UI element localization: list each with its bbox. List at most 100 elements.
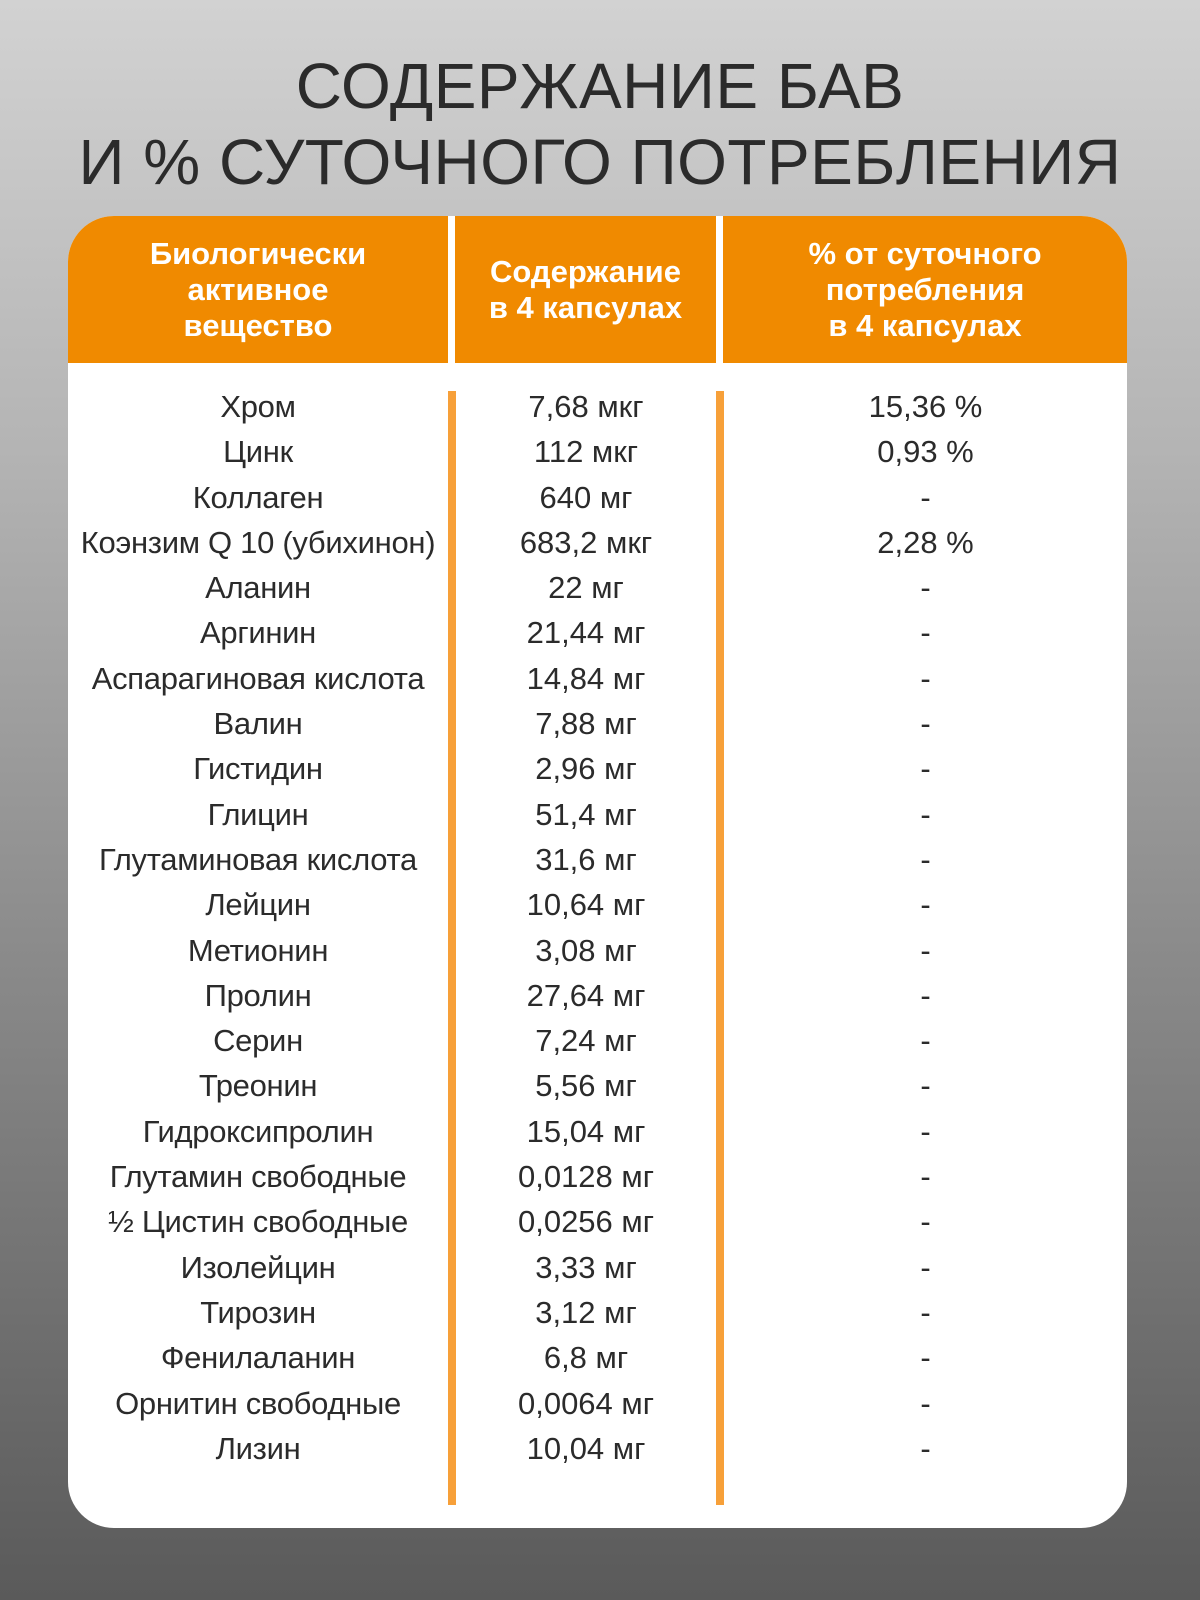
cell-substance: Треонин bbox=[198, 1068, 318, 1104]
table-row: Глутаминовая кислота 31,6 мг - bbox=[68, 837, 1127, 882]
cell-content: 112 мкг bbox=[533, 434, 639, 470]
cell-substance: Аланин bbox=[205, 570, 311, 606]
cell-content: 21,44 мг bbox=[526, 615, 646, 651]
table-row: Гидроксипролин 15,04 мг - bbox=[68, 1109, 1127, 1154]
cell-daily-percent: - bbox=[920, 1023, 931, 1059]
cell-substance: Лейцин bbox=[205, 887, 311, 923]
cell-substance: Пролин bbox=[204, 977, 312, 1013]
table-row: Глутамин свободные 0,0128 мг - bbox=[68, 1154, 1127, 1199]
cell-content: 51,4 мг bbox=[535, 796, 637, 832]
cell-substance: Серин bbox=[213, 1023, 303, 1059]
table-row: Аланин 22 мг - bbox=[68, 565, 1127, 610]
table-row: Изолейцин 3,33 мг - bbox=[68, 1245, 1127, 1290]
cell-substance: Цинк bbox=[223, 434, 293, 470]
cell-content: 10,64 мг bbox=[526, 887, 646, 923]
cell-daily-percent: - bbox=[920, 479, 931, 515]
cell-daily-percent: - bbox=[920, 977, 931, 1013]
cell-daily-percent: - bbox=[920, 841, 931, 877]
cell-daily-percent: - bbox=[920, 796, 931, 832]
cell-daily-percent: - bbox=[920, 1340, 931, 1376]
cell-substance: Коэнзим Q 10 (убихинон) bbox=[80, 524, 436, 560]
cell-content: 3,12 мг bbox=[535, 1294, 637, 1330]
column-divider-1 bbox=[448, 391, 456, 1505]
cell-content: 2,96 мг bbox=[535, 751, 637, 787]
table-row: Метионин 3,08 мг - bbox=[68, 928, 1127, 973]
table-row: Глицин 51,4 мг - bbox=[68, 792, 1127, 837]
cell-content: 27,64 мг bbox=[526, 977, 646, 1013]
cell-daily-percent: - bbox=[920, 1430, 931, 1466]
nutrient-table-card: Биологически активное вещество Содержани… bbox=[68, 216, 1127, 1528]
cell-substance: Гистидин bbox=[193, 751, 323, 787]
table-row: Аспарагиновая кислота 14,84 мг - bbox=[68, 656, 1127, 701]
cell-content: 10,04 мг bbox=[526, 1430, 646, 1466]
cell-daily-percent: - bbox=[920, 1249, 931, 1285]
cell-daily-percent: 0,93 % bbox=[877, 434, 974, 470]
table-row: Цинк 112 мкг 0,93 % bbox=[68, 429, 1127, 474]
table-row: Серин 7,24 мг - bbox=[68, 1018, 1127, 1063]
table-row: Хром 7,68 мкг 15,36 % bbox=[68, 384, 1127, 429]
cell-content: 0,0128 мг bbox=[517, 1159, 655, 1195]
cell-content: 6,8 мг bbox=[543, 1340, 629, 1376]
cell-daily-percent: - bbox=[920, 660, 931, 696]
cell-daily-percent: 15,36 % bbox=[868, 389, 983, 424]
cell-substance: Лизин bbox=[215, 1430, 301, 1466]
header-label-content: Содержание в 4 капсулах bbox=[488, 253, 683, 325]
cell-content: 5,56 мг bbox=[535, 1068, 637, 1104]
cell-daily-percent: - bbox=[920, 1204, 931, 1240]
cell-substance: Глицин bbox=[207, 796, 309, 832]
header-label-daily-percent: % от суточного потребления в 4 капсулах bbox=[808, 235, 1042, 343]
table-row: Гистидин 2,96 мг - bbox=[68, 746, 1127, 791]
cell-daily-percent: 2,28 % bbox=[877, 524, 974, 560]
table-row: Коэнзим Q 10 (убихинон) 683,2 мкг 2,28 % bbox=[68, 520, 1127, 565]
cell-substance: Глутамин свободные bbox=[109, 1159, 407, 1195]
cell-content: 31,6 мг bbox=[535, 841, 637, 877]
table-row: Орнитин свободные 0,0064 мг - bbox=[68, 1381, 1127, 1426]
table-row: Валин 7,88 мг - bbox=[68, 701, 1127, 746]
cell-substance: Аргинин bbox=[200, 615, 316, 651]
cell-daily-percent: - bbox=[920, 1068, 931, 1104]
cell-daily-percent: - bbox=[920, 887, 931, 923]
cell-daily-percent: - bbox=[920, 751, 931, 787]
column-divider-2 bbox=[716, 391, 724, 1505]
title-line-1: СОДЕРЖАНИЕ БАВ bbox=[295, 50, 905, 122]
cell-substance: Хром bbox=[220, 389, 296, 424]
cell-content: 7,68 мкг bbox=[528, 389, 644, 424]
cell-substance: Аспарагиновая кислота bbox=[91, 660, 425, 696]
cell-daily-percent: - bbox=[920, 1113, 931, 1149]
page-title: СОДЕРЖАНИЕ БАВ И % СУТОЧНОГО ПОТРЕБЛЕНИЯ bbox=[0, 48, 1200, 200]
cell-content: 22 мг bbox=[548, 570, 624, 606]
cell-substance: Фенилаланин bbox=[160, 1340, 356, 1376]
cell-daily-percent: - bbox=[920, 932, 931, 968]
table-row: Треонин 5,56 мг - bbox=[68, 1063, 1127, 1108]
header-cell-substance: Биологически активное вещество bbox=[68, 216, 448, 363]
cell-daily-percent: - bbox=[920, 615, 931, 651]
cell-daily-percent: - bbox=[920, 1159, 931, 1195]
title-line-2: И % СУТОЧНОГО ПОТРЕБЛЕНИЯ bbox=[78, 126, 1122, 198]
header-cell-content: Содержание в 4 капсулах bbox=[455, 216, 716, 363]
table-header: Биологически активное вещество Содержани… bbox=[68, 216, 1127, 363]
table-row: ½ Цистин свободные 0,0256 мг - bbox=[68, 1199, 1127, 1244]
header-label-substance: Биологически активное вещество bbox=[149, 235, 367, 343]
cell-substance: Метионин bbox=[187, 932, 329, 968]
table-row: Тирозин 3,12 мг - bbox=[68, 1290, 1127, 1335]
table-row: Пролин 27,64 мг - bbox=[68, 973, 1127, 1018]
cell-substance: Коллаген bbox=[192, 479, 324, 515]
cell-substance: Орнитин свободные bbox=[115, 1385, 401, 1421]
cell-substance: Валин bbox=[213, 706, 303, 742]
table-body: Хром 7,68 мкг 15,36 % Цинк 112 мкг 0,93 % Колл… bbox=[68, 384, 1127, 1471]
cell-daily-percent: - bbox=[920, 706, 931, 742]
cell-substance: Глутаминовая кислота bbox=[99, 841, 417, 877]
cell-content: 640 мг bbox=[539, 479, 633, 515]
table-row: Коллаген 640 мг - bbox=[68, 475, 1127, 520]
cell-content: 0,0064 мг bbox=[517, 1385, 655, 1421]
cell-daily-percent: - bbox=[920, 1294, 931, 1330]
cell-substance: Изолейцин bbox=[180, 1249, 336, 1285]
cell-content: 14,84 мг bbox=[526, 660, 646, 696]
cell-content: 683,2 мкг bbox=[519, 524, 653, 560]
cell-substance: Гидроксипролин bbox=[142, 1113, 374, 1149]
table-row: Лизин 10,04 мг - bbox=[68, 1426, 1127, 1471]
cell-daily-percent: - bbox=[920, 1385, 931, 1421]
cell-content: 15,04 мг bbox=[526, 1113, 646, 1149]
cell-content: 3,33 мг bbox=[535, 1249, 637, 1285]
cell-substance: ½ Цистин свободные bbox=[108, 1204, 408, 1240]
